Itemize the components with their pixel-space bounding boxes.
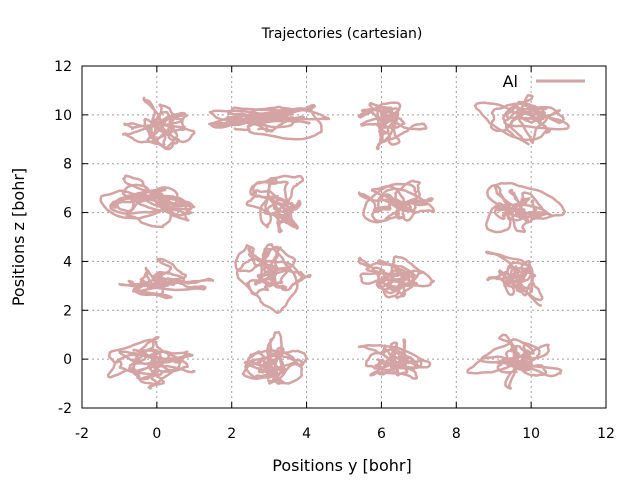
trajectories xyxy=(99,94,570,390)
atom-trajectory xyxy=(357,101,428,151)
ticks: -2 0 2 4 6 8 10 12 -2 0 2 4 6 8 10 12 xyxy=(54,59,615,442)
y-tick-label: 10 xyxy=(54,108,72,124)
atom-trajectory xyxy=(466,333,563,390)
atom-trajectory xyxy=(245,174,305,234)
x-tick-label: 6 xyxy=(377,426,386,442)
legend: Al xyxy=(503,72,585,91)
atom-trajectory xyxy=(118,257,215,300)
x-axis-label: Positions y [bohr] xyxy=(272,456,411,475)
x-tick-label: 12 xyxy=(597,426,615,442)
legend-label: Al xyxy=(503,72,518,91)
atom-trajectory xyxy=(234,243,312,314)
x-tick-label: 4 xyxy=(302,426,311,442)
x-tick-label: 0 xyxy=(152,426,161,442)
x-tick-label: -2 xyxy=(75,426,89,442)
atom-trajectory xyxy=(241,331,308,385)
atom-trajectory xyxy=(106,335,196,390)
y-tick-label: 0 xyxy=(63,352,72,368)
x-tick-label: 10 xyxy=(522,426,540,442)
atom-trajectory xyxy=(357,179,436,224)
y-tick-label: 4 xyxy=(63,254,72,270)
y-tick-label: 12 xyxy=(54,59,72,75)
atom-trajectory xyxy=(484,250,544,307)
y-tick-label: 2 xyxy=(63,303,72,319)
y-tick-label: -2 xyxy=(58,401,72,417)
atom-trajectory xyxy=(473,94,570,146)
y-tick-label: 8 xyxy=(63,157,72,173)
atom-trajectory xyxy=(121,96,196,151)
atom-trajectory xyxy=(357,255,436,300)
y-axis-label: Positions z [bohr] xyxy=(9,168,28,306)
x-tick-label: 8 xyxy=(452,426,461,442)
atom-trajectory xyxy=(99,174,196,229)
atom-trajectory xyxy=(208,103,331,141)
atom-trajectory xyxy=(484,182,567,234)
y-tick-label: 6 xyxy=(63,206,72,222)
chart-title: Trajectories (cartesian) xyxy=(261,26,423,42)
plot-border xyxy=(81,65,607,409)
atom-trajectory xyxy=(357,338,432,380)
x-tick-label: 2 xyxy=(227,426,236,442)
